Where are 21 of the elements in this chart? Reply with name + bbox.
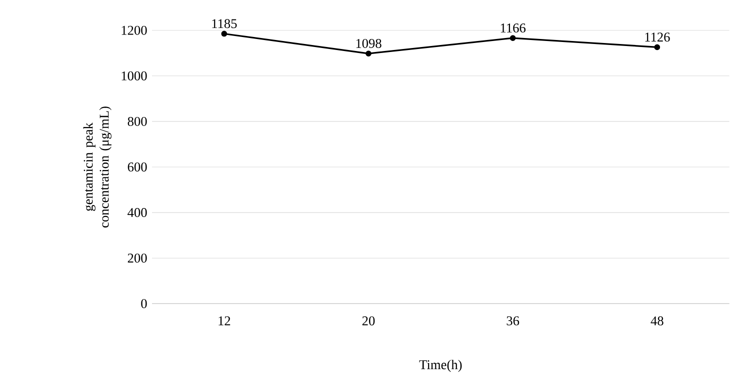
y-axis-title: gentamicin peak concentration (μg/mL) [83,106,112,228]
y-tick-label: 800 [128,116,147,126]
y-tick-label: 600 [128,162,147,172]
point [510,35,516,42]
y-tick-label: 200 [128,254,147,263]
y-tick-label: 0 [141,299,147,308]
data-label: 1126 [645,32,670,42]
x-tick-label: 12 [218,316,230,326]
data-label: 1166 [500,24,526,32]
y-tick-label: 1200 [122,26,147,35]
x-tick-label: 48 [650,316,664,326]
data-label: 1098 [356,38,382,48]
point [366,50,372,56]
point [221,30,228,37]
y-tick-label: 1000 [122,71,147,80]
point [654,44,660,50]
x-axis-title: Time(h) [419,360,462,372]
x-tick-label: 36 [506,316,520,326]
y-tick-label: 400 [128,208,147,218]
x-tick-label: 20 [362,316,375,326]
data-label: 1185 [212,19,237,28]
